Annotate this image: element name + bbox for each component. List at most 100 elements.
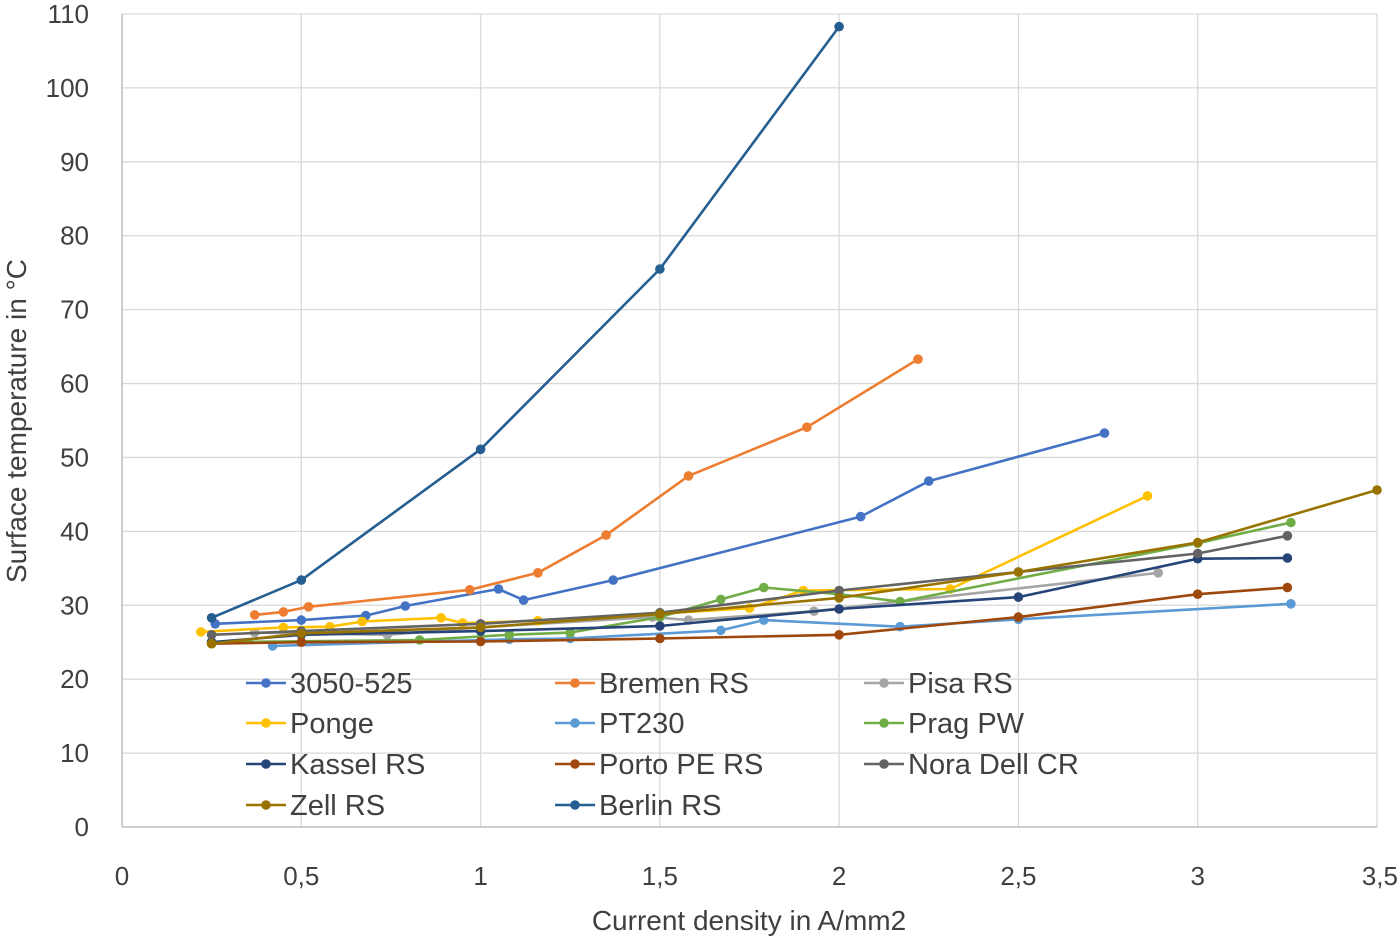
data-point-zell-rs — [834, 593, 844, 603]
legend-swatch-marker — [570, 678, 580, 688]
x-tick-label: 0,5 — [283, 861, 319, 891]
data-point-nora-dell-cr — [1282, 531, 1293, 541]
data-point-bremen-rs — [303, 602, 314, 612]
data-point-3050-525 — [493, 584, 504, 594]
y-tick-label: 70 — [60, 295, 89, 325]
legend-swatch-marker — [570, 759, 580, 769]
data-point-berlin-rs — [206, 613, 217, 623]
legend-item-porto-pe-rs: Porto PE RS — [555, 749, 763, 781]
data-point-porto-pe-rs — [475, 636, 486, 647]
y-tick-label: 110 — [48, 0, 89, 29]
legend-swatch-marker — [570, 718, 580, 728]
series-line-3050-525 — [213, 431, 1106, 626]
data-point-kassel-rs — [834, 604, 844, 614]
y-tick-label: 90 — [60, 147, 89, 177]
data-point-bremen-rs — [278, 607, 289, 617]
data-point-prag-pw — [414, 635, 425, 645]
series-bremen-rs — [249, 354, 923, 620]
data-point-zell-rs — [296, 628, 307, 639]
data-point-3050-525 — [518, 595, 529, 605]
legend-item-3050-525: 3050-525 — [246, 668, 413, 700]
series-line-bremen-rs — [253, 357, 920, 617]
axes: 0 10 20 30 40 50 60 70 80 90 100 110 0 0,5 1 1,5 2 2,5 3 3,… — [46, 0, 1398, 891]
data-point-porto-pe-rs — [296, 637, 307, 647]
x-tick-label: 1 — [473, 861, 487, 891]
data-point-3050-525 — [608, 575, 618, 585]
data-point-zell-rs — [1372, 485, 1382, 495]
data-point-kassel-rs — [1013, 592, 1024, 602]
legend-item-bremen-rs: Bremen RS — [555, 668, 749, 700]
legend-item-prag-pw: Prag PW — [864, 708, 1025, 740]
x-tick-label: 0 — [115, 861, 129, 891]
legend-label: Zell RS — [290, 790, 385, 822]
y-tick-label: 60 — [60, 369, 89, 399]
legend-item-kassel-rs: Kassel RS — [246, 749, 425, 781]
data-point-3050-525 — [924, 476, 934, 486]
y-tick-label: 80 — [60, 221, 89, 251]
y-tick-label: 30 — [60, 590, 89, 620]
data-point-bremen-rs — [465, 585, 475, 595]
legend-swatch-marker — [570, 800, 580, 810]
legend-label: Berlin RS — [599, 790, 722, 822]
data-point-bremen-rs — [683, 471, 694, 481]
legend-swatch-marker — [879, 718, 889, 728]
data-point-prag-pw — [1286, 517, 1296, 528]
x-tick-label: 3,5 — [1362, 861, 1398, 891]
series-3050-525 — [210, 428, 1110, 629]
legend-label: Prag PW — [908, 708, 1025, 740]
data-point-berlin-rs — [475, 444, 486, 455]
data-point-zell-rs — [1013, 567, 1024, 577]
legend-item-nora-dell-cr: Nora Dell CR — [864, 749, 1079, 781]
data-point-zell-rs — [475, 622, 486, 633]
data-point-prag-pw — [716, 594, 726, 605]
data-point-zell-rs — [655, 609, 665, 619]
data-point-bremen-rs — [601, 530, 611, 540]
legend-label: Porto PE RS — [599, 749, 763, 781]
data-point-bremen-rs — [533, 568, 543, 578]
data-point-ponge — [278, 622, 289, 633]
legend-swatch-marker — [261, 800, 271, 810]
y-tick-label: 20 — [60, 664, 89, 694]
data-point-ponge — [357, 616, 368, 627]
data-point-porto-pe-rs — [1282, 582, 1293, 593]
data-point-porto-pe-rs — [1192, 589, 1203, 599]
legend-swatch-marker — [261, 678, 271, 688]
data-point-pt230 — [716, 625, 726, 636]
data-point-zell-rs — [206, 638, 217, 649]
data-point-kassel-rs — [655, 621, 665, 631]
data-point-zell-rs — [1192, 537, 1203, 548]
x-axis-title: Current density in A/mm2 — [592, 905, 906, 936]
data-point-pisa-rs — [1153, 568, 1164, 578]
legend-label: Nora Dell CR — [908, 749, 1079, 781]
x-tick-label: 1,5 — [642, 861, 678, 891]
x-tick-label: 2,5 — [1000, 861, 1036, 891]
data-point-pt230 — [1286, 599, 1296, 609]
data-point-berlin-rs — [655, 264, 665, 274]
data-point-ponge — [1142, 491, 1153, 501]
legend-swatch-marker — [261, 718, 271, 728]
series-lines — [196, 21, 1382, 651]
series-porto-pe-rs — [206, 582, 1293, 649]
data-point-kassel-rs — [1282, 553, 1293, 563]
data-point-bremen-rs — [913, 354, 923, 365]
series-line-berlin-rs — [210, 25, 841, 620]
data-point-berlin-rs — [834, 21, 844, 32]
data-point-nora-dell-cr — [1192, 548, 1203, 559]
legend-item-berlin-rs: Berlin RS — [555, 790, 722, 822]
data-point-3050-525 — [1099, 428, 1110, 438]
y-tick-label: 40 — [60, 516, 89, 546]
data-point-porto-pe-rs — [655, 633, 665, 644]
series-line-porto-pe-rs — [210, 586, 1289, 646]
series-line-zell-rs — [210, 488, 1379, 646]
data-point-3050-525 — [296, 615, 307, 625]
legend-swatch-marker — [879, 759, 889, 769]
data-point-berlin-rs — [296, 575, 307, 585]
legend-swatch-marker — [261, 759, 271, 769]
legend-item-pisa-rs: Pisa RS — [864, 668, 1013, 700]
data-point-3050-525 — [855, 511, 866, 522]
legend-label: Ponge — [290, 708, 374, 740]
data-point-ponge — [436, 613, 446, 623]
y-tick-label: 100 — [46, 73, 89, 103]
data-point-prag-pw — [504, 630, 515, 640]
